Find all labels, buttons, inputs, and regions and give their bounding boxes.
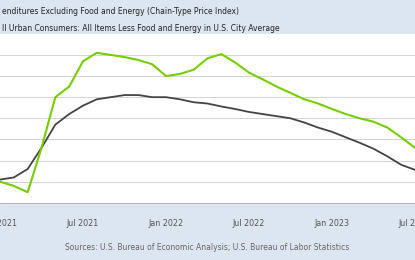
Text: Sources: U.S. Bureau of Economic Analysis; U.S. Bureau of Labor Statistics: Sources: U.S. Bureau of Economic Analysi… (66, 243, 349, 252)
Text: ll Urban Consumers: All Items Less Food and Energy in U.S. City Average: ll Urban Consumers: All Items Less Food … (2, 24, 280, 33)
Text: Jul 2022: Jul 2022 (233, 219, 265, 228)
Text: Jul 2021: Jul 2021 (67, 219, 99, 228)
Text: Jan 2022: Jan 2022 (149, 219, 183, 228)
Text: enditures Excluding Food and Energy (Chain-Type Price Index): enditures Excluding Food and Energy (Cha… (2, 8, 239, 16)
Text: Jan 2021: Jan 2021 (0, 219, 17, 228)
Text: Jan 2023: Jan 2023 (315, 219, 349, 228)
Text: Jul 2023: Jul 2023 (399, 219, 415, 228)
